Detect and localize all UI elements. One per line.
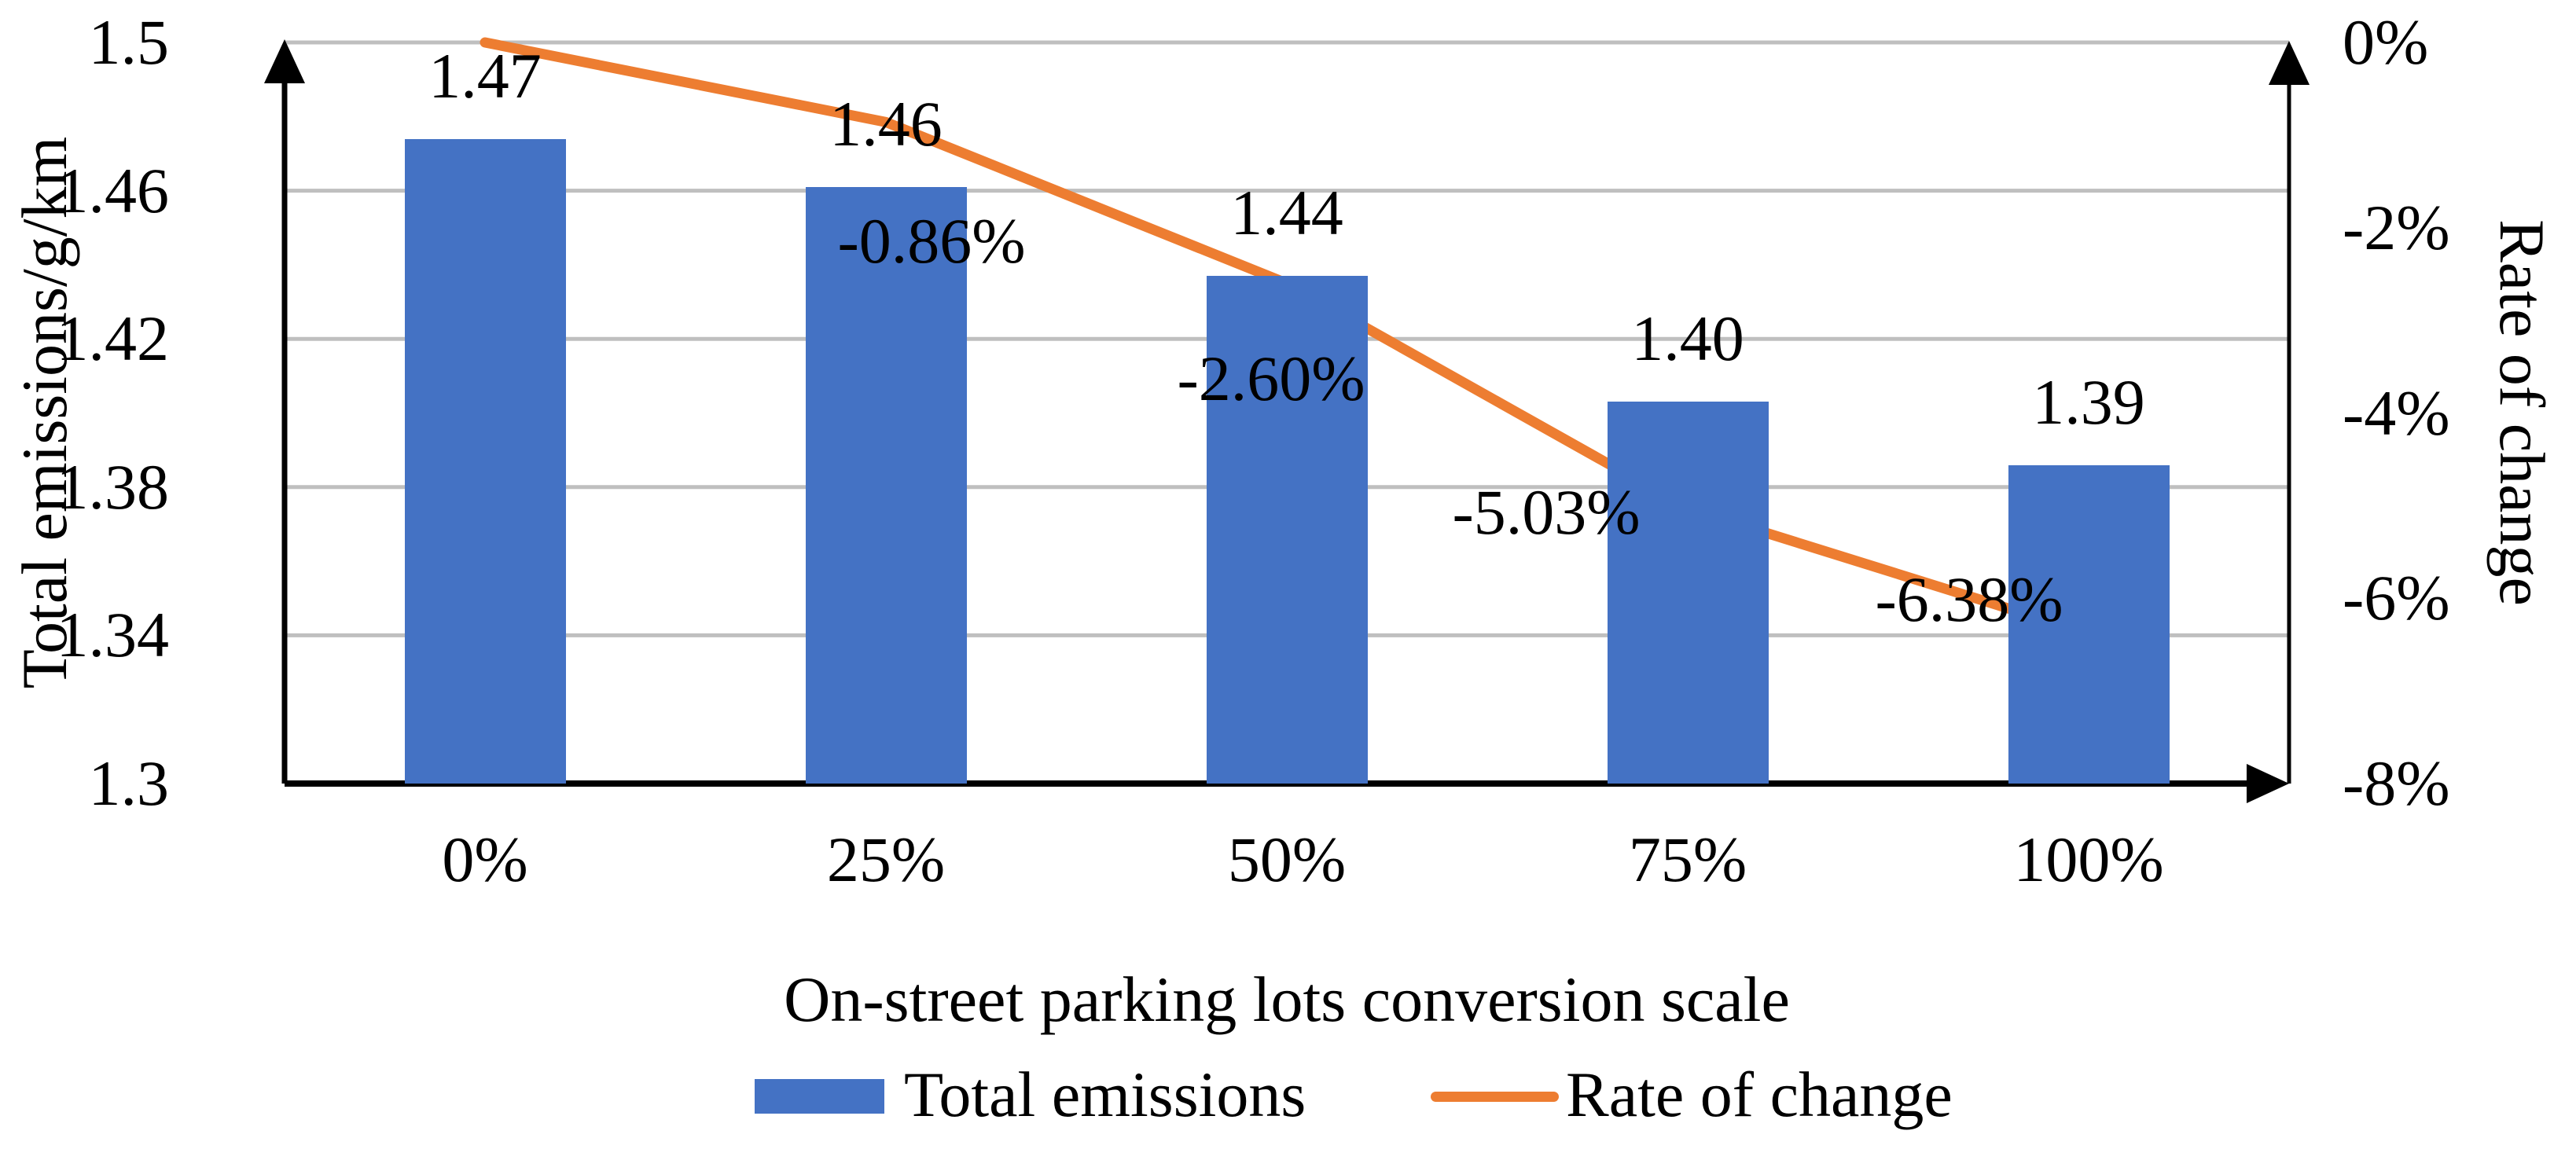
right-axis-title: Rate of change bbox=[2486, 219, 2558, 606]
bar-data-label: 1.39 bbox=[2032, 365, 2145, 438]
x-axis-tick-label: 50% bbox=[1227, 824, 1347, 895]
right-axis-tick-label: -6% bbox=[2343, 562, 2450, 634]
line-data-label: -2.60% bbox=[1177, 343, 1365, 415]
legend-label-total-emissions: Total emissions bbox=[904, 1059, 1306, 1130]
legend-bar-swatch-icon bbox=[755, 1079, 884, 1114]
x-axis-tick-label: 0% bbox=[442, 824, 528, 895]
legend-label-rate-of-change: Rate of change bbox=[1566, 1059, 1953, 1130]
bar-total-emissions bbox=[805, 186, 967, 784]
line-data-label: -5.03% bbox=[1452, 475, 1641, 548]
left-axis-tick-label: 1.42 bbox=[56, 303, 170, 375]
left-axis-tick-label: 1.46 bbox=[56, 154, 170, 226]
bar-data-label: 1.46 bbox=[829, 87, 943, 160]
left-axis-tick-label: 1.3 bbox=[88, 747, 170, 819]
bar-total-emissions bbox=[1206, 276, 1368, 784]
x-axis-tick-label: 75% bbox=[1628, 824, 1747, 895]
right-axis-tick-label: -4% bbox=[2343, 376, 2450, 449]
legend-line-swatch-icon bbox=[1431, 1092, 1559, 1102]
x-axis-tick-label: 100% bbox=[2013, 824, 2164, 895]
right-axis-arrow-icon bbox=[2269, 41, 2310, 85]
left-axis-tick-label: 1.5 bbox=[88, 6, 170, 78]
x-axis-title: On-street parking lots conversion scale bbox=[784, 964, 1790, 1035]
left-axis-tick-label: 1.34 bbox=[56, 599, 170, 671]
left-axis-arrow-icon bbox=[264, 39, 305, 83]
line-data-label: -0.86% bbox=[837, 205, 1026, 277]
x-axis-tick-label: 25% bbox=[826, 824, 946, 895]
bar-total-emissions bbox=[404, 138, 566, 784]
left-axis-title: Total emissions/g/km bbox=[9, 136, 80, 689]
right-axis-tick-label: -2% bbox=[2343, 191, 2450, 263]
bar-data-label: 1.40 bbox=[1631, 303, 1744, 375]
bar-total-emissions bbox=[2008, 464, 2170, 784]
left-axis-tick-label: 1.38 bbox=[56, 450, 170, 523]
right-axis-tick-label: -8% bbox=[2343, 747, 2450, 819]
x-axis-arrow-icon bbox=[2247, 764, 2289, 803]
bar-data-label: 1.44 bbox=[1230, 177, 1343, 249]
bar-total-emissions bbox=[1607, 402, 1769, 784]
bar-data-label: 1.47 bbox=[428, 39, 542, 112]
right-axis-tick-label: 0% bbox=[2343, 6, 2429, 78]
line-data-label: -6.38% bbox=[1875, 563, 2063, 636]
